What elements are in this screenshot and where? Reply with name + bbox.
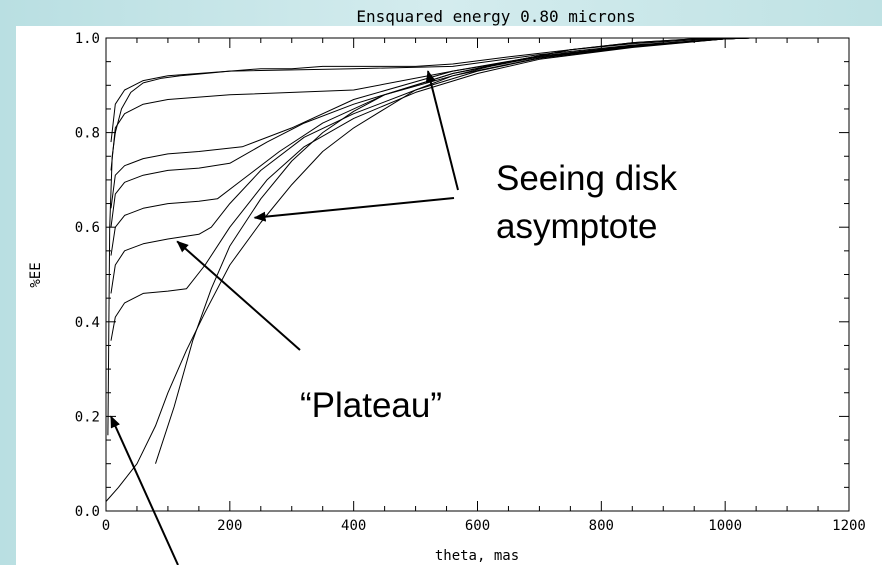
y-tick-label: 0.4 [75,315,100,331]
x-tick-label: 400 [341,518,366,534]
x-tick-label: 0 [102,518,110,534]
plot-background [16,26,882,565]
annotation-plateau: “Plateau” [300,386,442,425]
x-axis-title: theta, mas [435,548,519,564]
arrow-seeing-disk-2 [253,197,455,222]
annotation-asymptote: asymptote [496,207,657,246]
series-line-6 [110,37,750,294]
y-axis-title: %EE [28,262,44,287]
arrow-seeing-disk-1 [425,70,459,191]
y-tick-label: 1.0 [75,31,100,47]
annotation-seeing-disk: Seeing disk [496,159,677,198]
series-line-10 [155,37,750,464]
y-tick-label: 0.6 [75,220,100,236]
series-line-8 [107,37,750,436]
x-tick-labels: 0 200 400 600 800 1000 1200 [102,518,866,534]
y-tick-label: 0.0 [75,504,100,520]
arrow-bottom [110,415,179,565]
y-tick-label: 0.2 [75,409,100,425]
arrow-plateau [176,240,301,351]
y-tick-label: 0.8 [75,126,100,142]
annotation-arrows [110,70,459,565]
chart-title: Ensquared energy 0.80 microns [356,7,635,26]
y-tick-labels: 0.0 0.2 0.4 0.6 0.8 1.0 [75,31,100,520]
series-line-7 [110,37,750,341]
x-tick-label: 200 [217,518,242,534]
x-tick-label: 600 [465,518,490,534]
x-tick-label: 800 [589,518,614,534]
series-curves [105,37,750,502]
x-tick-label: 1000 [708,518,742,534]
x-tick-label: 1200 [832,518,866,534]
